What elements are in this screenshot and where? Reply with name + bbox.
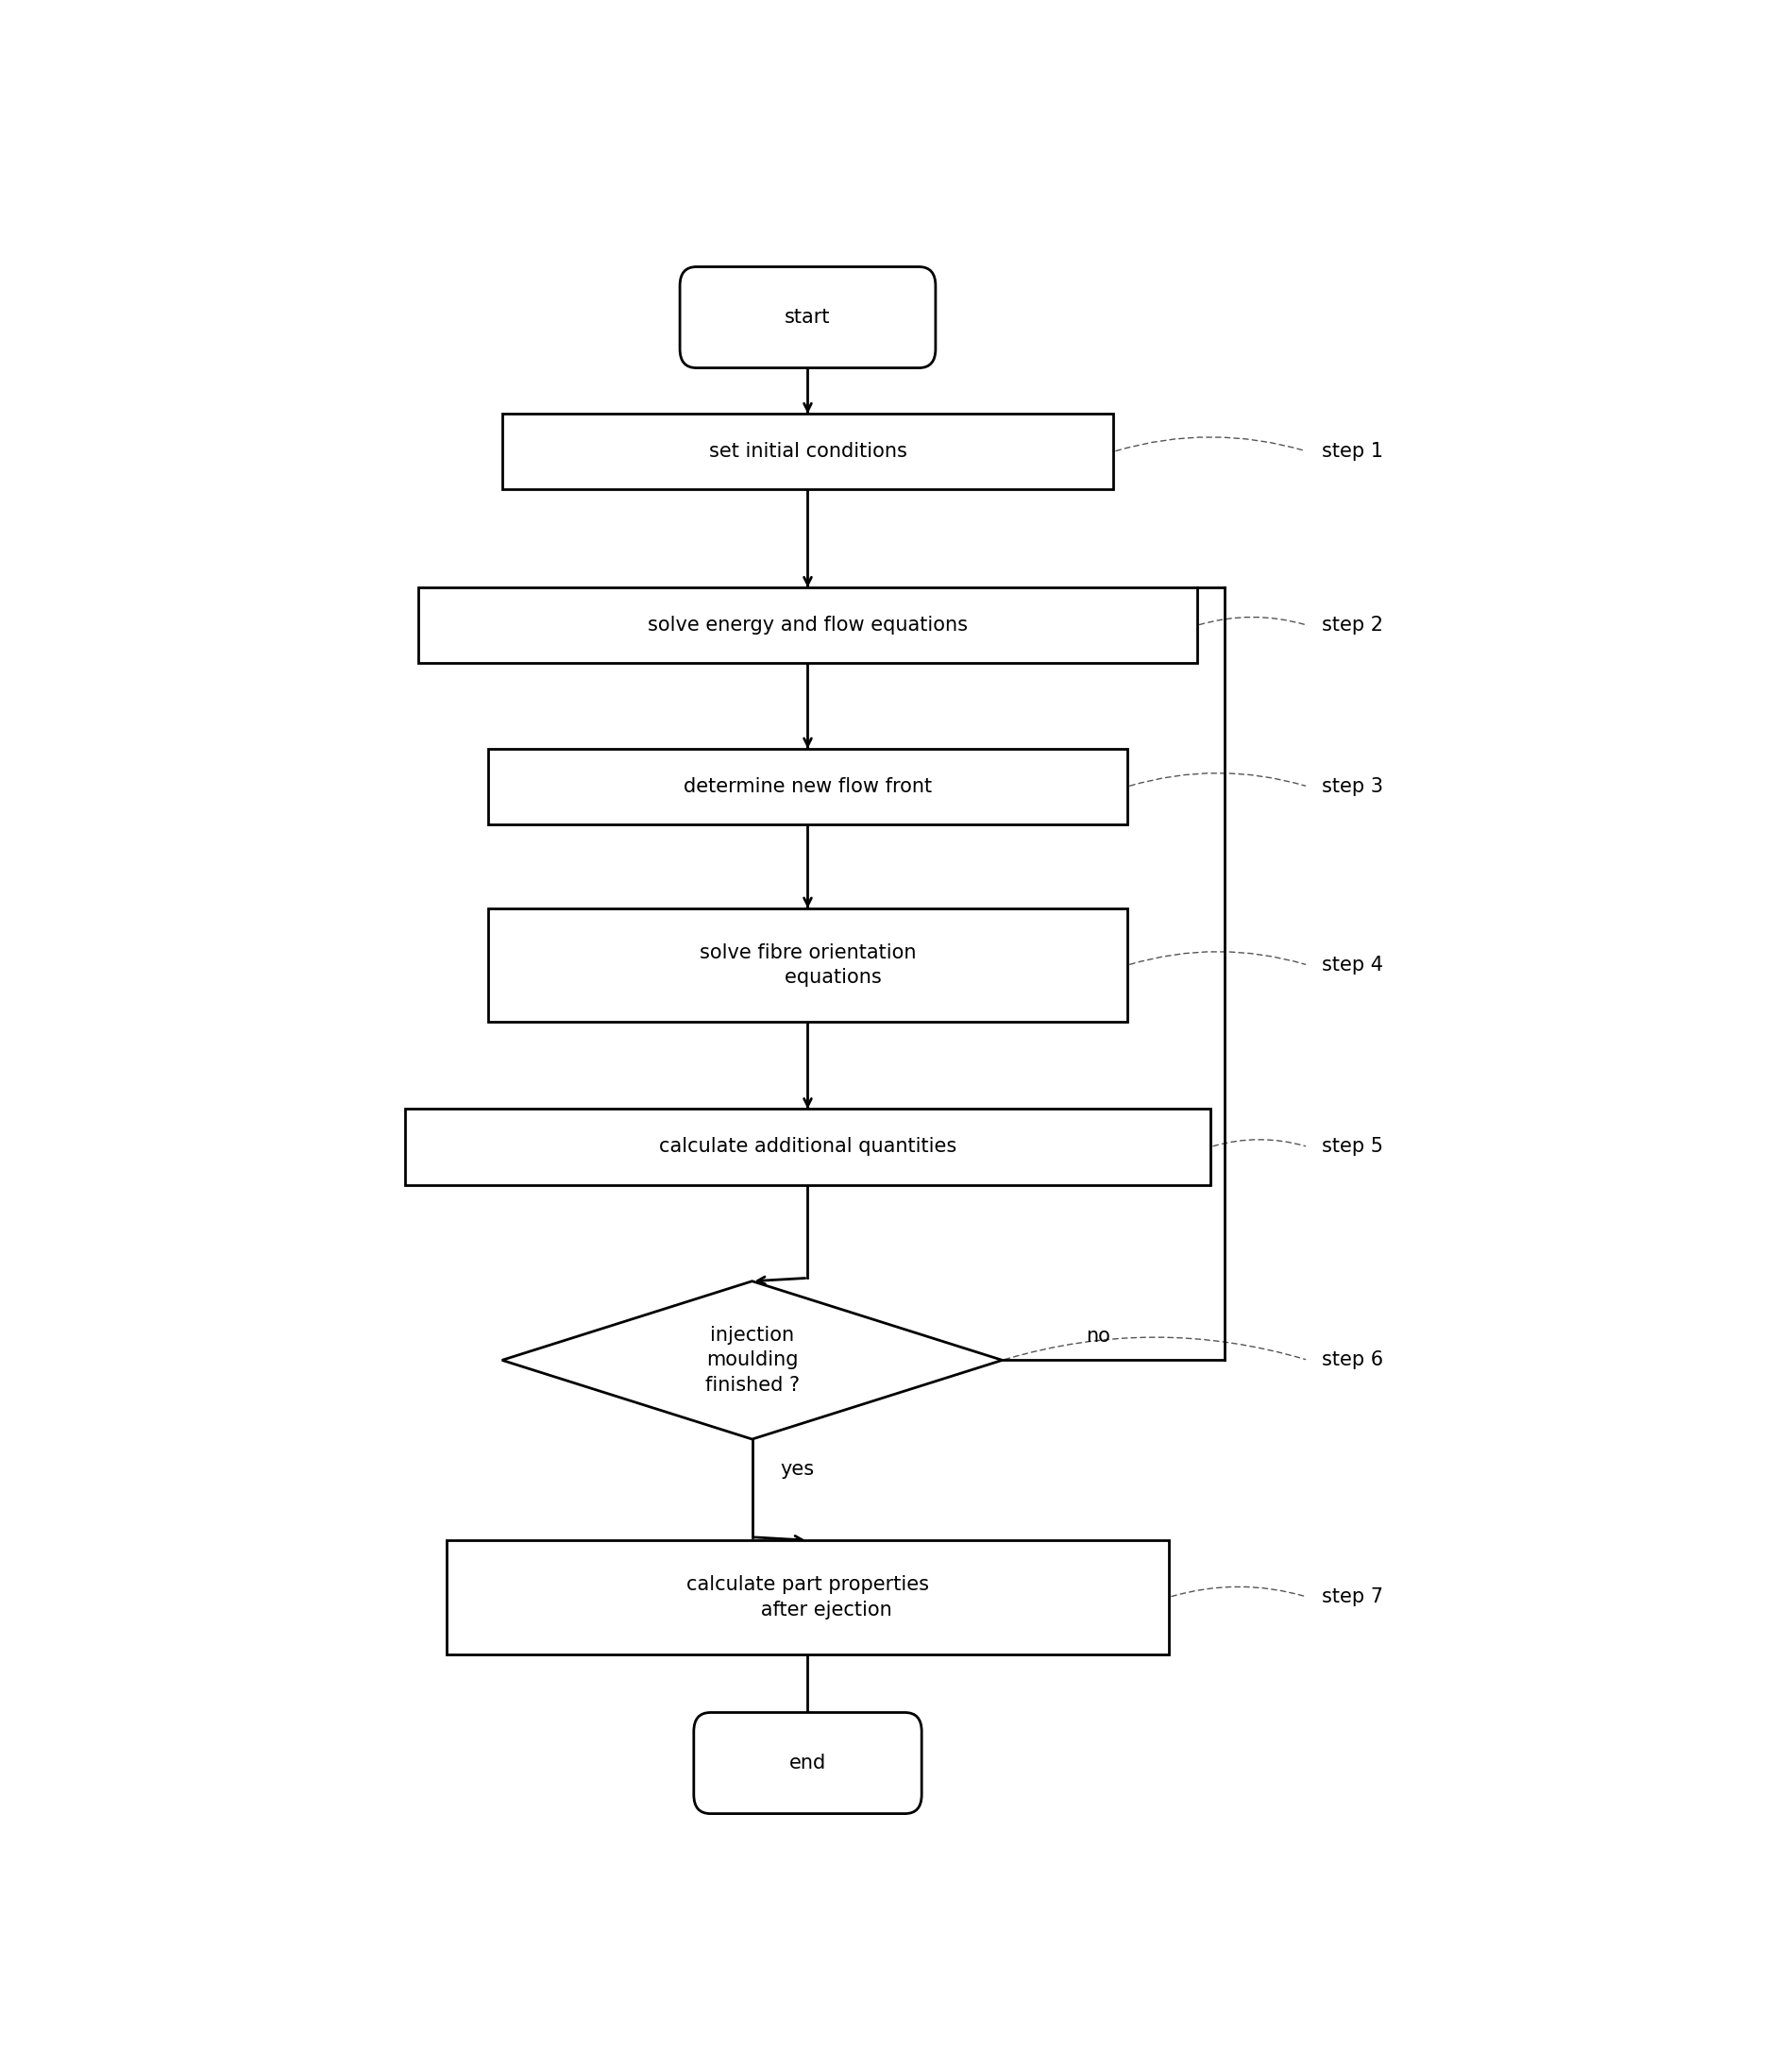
Text: step 6: step 6: [1321, 1350, 1383, 1369]
Text: yes: yes: [780, 1459, 814, 1479]
Bar: [487, 749, 1127, 825]
Text: step 7: step 7: [1321, 1588, 1382, 1607]
Text: calculate additional quantities: calculate additional quantities: [658, 1137, 957, 1157]
Text: step 1: step 1: [1321, 441, 1382, 462]
Bar: [405, 1108, 1210, 1184]
Text: determine new flow front: determine new flow front: [683, 778, 932, 796]
Text: injection
moulding
finished ?: injection moulding finished ?: [704, 1326, 799, 1395]
Text: step 5: step 5: [1321, 1137, 1382, 1157]
Text: end: end: [788, 1754, 826, 1773]
Bar: [418, 587, 1197, 663]
Polygon shape: [502, 1280, 1002, 1438]
FancyBboxPatch shape: [679, 267, 935, 367]
Text: solve energy and flow equations: solve energy and flow equations: [647, 616, 968, 634]
FancyBboxPatch shape: [694, 1713, 921, 1814]
Text: no: no: [1086, 1328, 1109, 1346]
Text: step 2: step 2: [1321, 616, 1382, 634]
Bar: [487, 909, 1127, 1022]
Text: step 3: step 3: [1321, 778, 1382, 796]
Text: start: start: [785, 308, 830, 326]
Text: set initial conditions: set initial conditions: [708, 441, 907, 462]
Bar: [446, 1541, 1168, 1654]
Text: step 4: step 4: [1321, 956, 1382, 975]
Bar: [502, 415, 1113, 490]
Text: solve fibre orientation
        equations: solve fibre orientation equations: [699, 944, 916, 987]
Text: calculate part properties
      after ejection: calculate part properties after ejection: [686, 1576, 928, 1619]
